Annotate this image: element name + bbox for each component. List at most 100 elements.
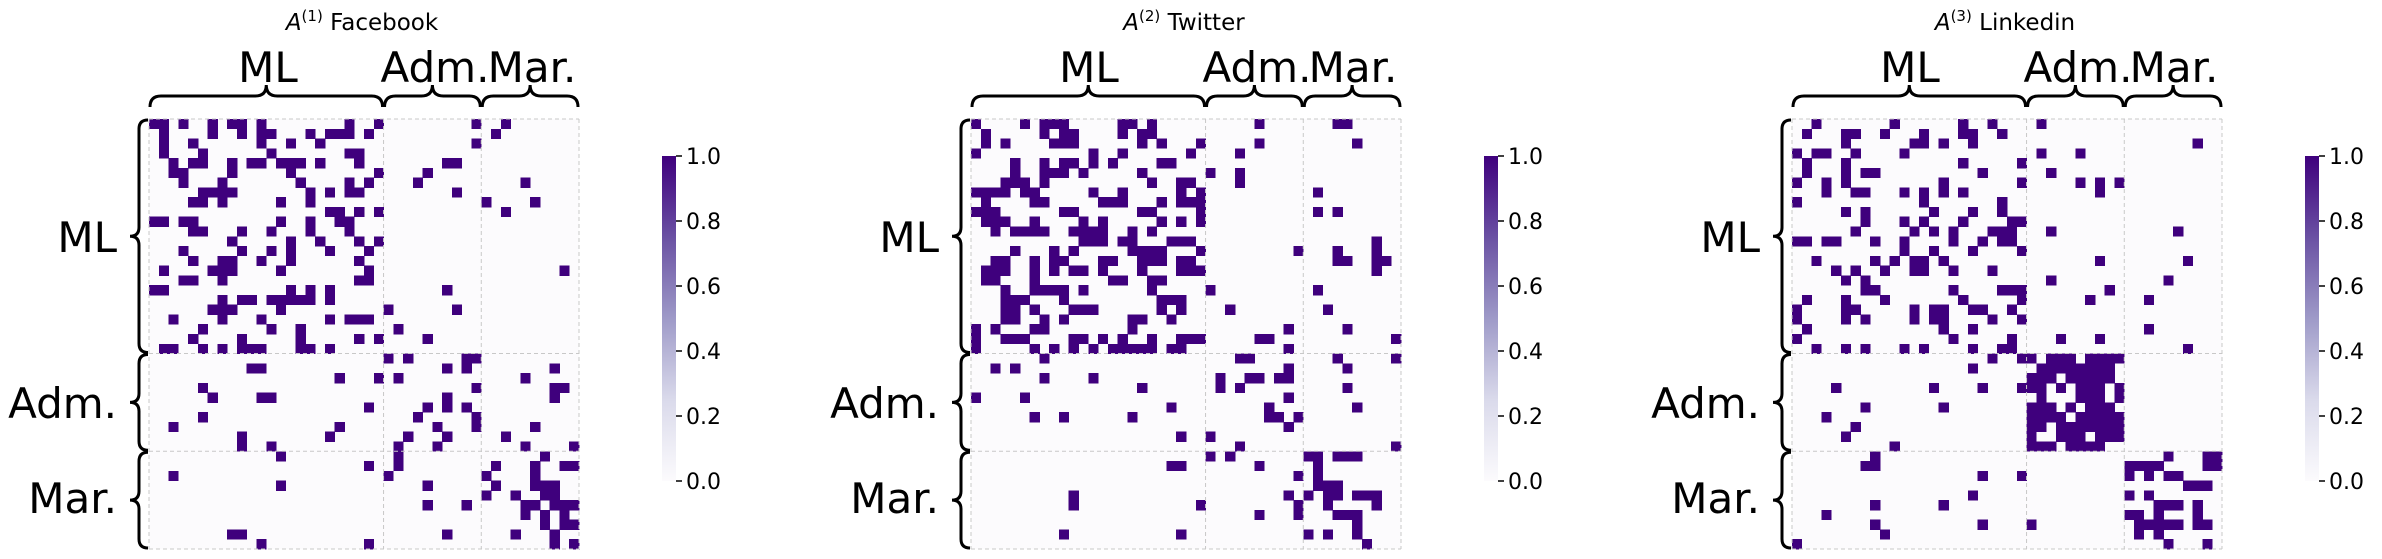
matrix-cell: [217, 177, 228, 188]
matrix-cell: [971, 119, 982, 130]
matrix-cell: [1792, 314, 1803, 325]
matrix-cell: [2036, 373, 2047, 384]
matrix-cell: [1166, 402, 1177, 413]
matrix-cell: [1234, 148, 1246, 159]
matrix-cell: [354, 334, 365, 345]
matrix-cell: [1146, 206, 1158, 218]
matrix-cell: [1313, 461, 1324, 472]
matrix-cell: [383, 470, 394, 481]
matrix-cell: [1332, 206, 1343, 218]
matrix-cell: [256, 119, 267, 130]
matrix-cell: [1264, 402, 1275, 413]
title-superscript: (2): [1139, 7, 1160, 25]
matrix-cell: [2124, 461, 2135, 472]
matrix-cell: [276, 158, 287, 169]
matrix-cell: [990, 265, 1001, 276]
matrix-cell: [442, 285, 453, 296]
matrix-cell: [1156, 304, 1167, 315]
matrix-cell: [207, 187, 218, 198]
matrix-cell: [1332, 255, 1343, 266]
matrix-cell: [2026, 441, 2037, 452]
matrix-cell: [2036, 412, 2047, 423]
top-label-ml: ML: [1059, 43, 1119, 92]
matrix-cell: [2075, 392, 2086, 403]
matrix-cell: [1332, 490, 1343, 501]
matrix-cell: [520, 509, 531, 521]
side-label-ml: ML: [57, 213, 117, 262]
matrix-cell: [422, 500, 433, 511]
matrix-cell: [569, 500, 580, 511]
matrix-cell: [393, 461, 404, 472]
matrix-cell: [520, 177, 531, 188]
matrix-cell: [256, 128, 267, 139]
matrix-cell: [1039, 226, 1050, 237]
matrix-cell: [481, 197, 492, 208]
matrix-cell: [1879, 529, 1891, 540]
side-bracket: [1772, 353, 1792, 452]
matrix-cell: [2094, 255, 2106, 266]
matrix-cell: [1146, 334, 1158, 345]
matrix-cell: [334, 373, 345, 384]
matrix-cell: [510, 529, 521, 540]
matrix-cell: [256, 314, 267, 325]
title-prefix: A: [1933, 10, 1951, 36]
matrix-cell: [2094, 177, 2106, 188]
matrix-cell: [1019, 119, 1031, 130]
matrix-cell: [1000, 187, 1011, 198]
matrix-cell: [1342, 255, 1353, 266]
matrix-cell: [1156, 255, 1167, 266]
matrix-cell: [2016, 246, 2027, 257]
matrix-cell: [2055, 412, 2067, 423]
matrix-cell: [1332, 246, 1343, 257]
matrix-cell: [1146, 128, 1158, 139]
matrix-cell: [2026, 373, 2037, 384]
matrix-cell: [1000, 255, 1011, 266]
matrix-cell: [1391, 334, 1402, 345]
side-label-adm: Adm.: [8, 379, 117, 428]
matrix-cell: [569, 519, 580, 530]
matrix-cell: [1840, 314, 1852, 325]
matrix-cell: [1977, 519, 1988, 530]
matrix-cell: [1127, 236, 1138, 247]
matrix-cell: [324, 431, 336, 442]
matrix-cell: [276, 480, 287, 491]
matrix-cell: [1117, 334, 1128, 345]
matrix-cell: [1058, 255, 1070, 266]
matrix-cell: [168, 158, 179, 169]
matrix-cell: [1146, 255, 1158, 266]
matrix-cell: [1928, 382, 1939, 394]
matrix-cell: [1860, 167, 1871, 179]
matrix-cell: [158, 285, 169, 296]
matrix-cell: [520, 373, 531, 384]
matrix-cell: [1176, 343, 1187, 354]
matrix-cell: [2075, 177, 2086, 188]
matrix-cell: [1899, 236, 1910, 247]
matrix-cell: [1195, 197, 1206, 208]
matrix-cell: [1977, 470, 1988, 481]
matrix-cell: [432, 421, 443, 433]
matrix-cell: [188, 138, 199, 149]
matrix-cell: [1146, 119, 1158, 130]
matrix-cell: [2085, 294, 2096, 306]
matrix-cell: [197, 412, 209, 423]
matrix-cell: [217, 187, 228, 198]
matrix-cell: [324, 314, 336, 325]
matrix-cell: [442, 529, 453, 540]
matrix-cell: [217, 197, 228, 208]
matrix-cell: [1919, 343, 1930, 354]
block-grid: [148, 118, 580, 550]
matrix-cell: [256, 138, 267, 149]
matrix-cell: [1977, 382, 1988, 394]
matrix-cell: [2143, 324, 2154, 335]
matrix-cell: [1977, 167, 1988, 179]
top-label-mar: Mar.: [2130, 43, 2219, 92]
matrix-cell: [1029, 255, 1040, 266]
matrix-cell: [1919, 265, 1930, 276]
matrix-cell: [1127, 119, 1138, 130]
matrix-cell: [510, 490, 521, 501]
matrix-cell: [266, 246, 277, 257]
matrix-cell: [980, 216, 991, 227]
matrix-cell: [1019, 334, 1031, 345]
matrix-cell: [1068, 226, 1079, 237]
matrix-cell: [295, 334, 306, 345]
